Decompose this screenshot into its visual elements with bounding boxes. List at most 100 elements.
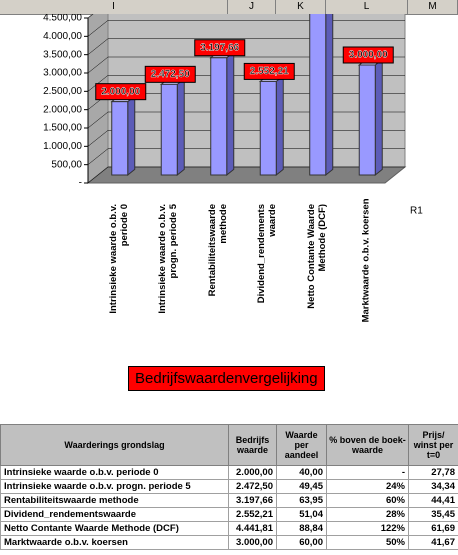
floor xyxy=(86,166,407,184)
column-heading: Bedrijfs waarde xyxy=(228,424,277,466)
value-label-text: 3.197,66 xyxy=(200,42,239,53)
column-heading: % boven de boek-waarde xyxy=(326,424,409,466)
y-tick-label: - xyxy=(79,178,82,189)
value-label-box xyxy=(144,65,196,83)
value-label-text: 2.000,00 xyxy=(101,86,140,97)
bar-side xyxy=(275,74,284,177)
y-tick-label: 3.000,00 xyxy=(43,68,82,79)
table-cell[interactable]: 49,45 xyxy=(276,479,327,494)
y-tick-label: 1.500,00 xyxy=(43,123,82,134)
value-label-text: 2.552,21 xyxy=(250,66,289,77)
column-heading: Waarde per aandeel xyxy=(276,424,327,466)
bar xyxy=(259,80,277,176)
y-tick-label: 2.500,00 xyxy=(43,86,82,97)
value-label: 3.000,00 xyxy=(342,46,394,64)
table-cell[interactable]: 27,78 xyxy=(408,465,458,480)
grid-line xyxy=(87,130,109,147)
column-header[interactable]: K xyxy=(276,0,326,14)
table-cell[interactable]: 34,34 xyxy=(408,479,458,494)
grid-line xyxy=(87,56,109,74)
table-cell[interactable]: 2.000,00 xyxy=(228,465,277,480)
grid-line xyxy=(87,14,94,19)
column-heading: Prijs/ winst per t=0 xyxy=(408,424,458,466)
table-cell[interactable]: 88,84 xyxy=(276,521,327,536)
x-tick-label: Dividend_rendements waarde xyxy=(256,204,279,304)
bar xyxy=(111,101,129,176)
bar xyxy=(358,64,376,176)
grid-line xyxy=(87,148,109,165)
value-label: 2.472,50 xyxy=(144,65,196,83)
bar-side xyxy=(127,95,136,177)
table-cell[interactable]: Intrinsieke waarde o.b.v. periode 0 xyxy=(0,465,229,480)
column-header[interactable]: M xyxy=(408,0,458,14)
bar xyxy=(160,83,178,176)
column-header[interactable]: I xyxy=(0,0,228,14)
table-cell[interactable]: Netto Contante Waarde Methode (DCF) xyxy=(0,521,229,536)
grid-line xyxy=(87,111,109,129)
bar-side xyxy=(226,51,235,177)
data-table: Waarderings grondslag Bedrijfs waarde Waar… xyxy=(0,424,458,550)
table-cell[interactable]: Intrinsieke waarde o.b.v. progn. periode… xyxy=(0,479,229,494)
table-cell[interactable]: 35,45 xyxy=(408,507,458,522)
table-cell[interactable]: 3.197,66 xyxy=(228,493,277,508)
value-label: 2.000,00 xyxy=(95,83,147,101)
table-cell[interactable]: 3.000,00 xyxy=(228,535,277,550)
y-tick-label: 4.000,00 xyxy=(43,31,82,42)
table-row: Marktwaarde o.b.v. koersen 3.000,00 60,00 5… xyxy=(0,535,458,550)
bar xyxy=(309,14,327,176)
table-cell[interactable]: 41,67 xyxy=(408,535,458,550)
value-label: 2.552,21 xyxy=(243,62,295,80)
value-label-box xyxy=(194,39,246,57)
table-row: Dividend_rendementswaarde 2.552,21 51,04 28… xyxy=(0,507,458,522)
bar-side xyxy=(325,14,334,177)
series-label: R1 xyxy=(410,206,423,217)
table-cell[interactable]: Dividend_rendementswaarde xyxy=(0,507,229,522)
value-label-box xyxy=(243,62,295,80)
table-cell[interactable]: 60% xyxy=(326,493,409,508)
grid-line xyxy=(87,166,109,184)
value-label-box xyxy=(342,46,394,64)
table-row: Rentabiliteitswaarde methode 3.197,66 63,9… xyxy=(0,493,458,508)
x-tick-label: Netto Contante Waarde Methode (DCF) xyxy=(305,204,328,309)
y-tick-label: 3.500,00 xyxy=(43,49,82,60)
table-row: Intrinsieke waarde o.b.v. progn. periode… xyxy=(0,479,458,494)
bar-side xyxy=(374,58,383,177)
column-headers: I J K L M xyxy=(0,0,458,15)
bar-side xyxy=(176,77,185,177)
table-cell[interactable]: Rentabiliteitswaarde methode xyxy=(0,493,229,508)
table-cell[interactable]: 44,41 xyxy=(408,493,458,508)
table-cell[interactable]: 28% xyxy=(326,507,409,522)
table-cell[interactable]: 40,00 xyxy=(276,465,327,480)
y-tick-label: 500,00 xyxy=(51,159,82,170)
y-tick-label: 1.000,00 xyxy=(43,141,82,152)
table-cell[interactable]: 2.552,21 xyxy=(228,507,277,522)
bar xyxy=(210,57,228,176)
table-cell[interactable]: - xyxy=(326,465,409,480)
y-tick-label: 4.500,00 xyxy=(43,14,82,24)
table-cell[interactable]: 61,69 xyxy=(408,521,458,536)
x-tick-label: Marktwaarde o.b.v. koersen xyxy=(360,198,372,323)
value-label: 3.197,66 xyxy=(194,39,246,57)
table-cell[interactable]: 50% xyxy=(326,535,409,550)
table-cell[interactable]: 122% xyxy=(326,521,409,536)
table-cell[interactable]: 63,95 xyxy=(276,493,327,508)
table-cell[interactable]: 60,00 xyxy=(276,535,327,550)
table-cell[interactable]: 2.472,50 xyxy=(228,479,277,494)
table-cell[interactable]: 51,04 xyxy=(276,507,327,522)
column-header[interactable]: J xyxy=(228,0,276,14)
chart[interactable]: - 500,00 1.000,00 1.500,00 2.000,00 2.500,00 3… xyxy=(0,14,458,424)
value-label-text: 2.472,50 xyxy=(151,69,190,80)
x-tick-label: Rentabiliteitswaarde methode xyxy=(206,204,229,297)
x-tick-label: Intrinsieke waarde o.b.v. periode 0 xyxy=(107,204,130,314)
column-header[interactable]: L xyxy=(326,0,408,14)
chart-title: Bedrijfswaardenvergelijking xyxy=(128,366,325,391)
value-label-box xyxy=(95,83,147,101)
table-cell[interactable]: 4.441,81 xyxy=(228,521,277,536)
grid-line xyxy=(87,38,109,55)
grid-line xyxy=(87,20,109,37)
table-cell[interactable]: 24% xyxy=(326,479,409,494)
table-row: Netto Contante Waarde Methode (DCF) 4.441… xyxy=(0,521,458,536)
table-cell[interactable]: Marktwaarde o.b.v. koersen xyxy=(0,535,229,550)
x-tick-label: Intrinsieke waarde o.b.v. progn. periode… xyxy=(157,204,180,314)
